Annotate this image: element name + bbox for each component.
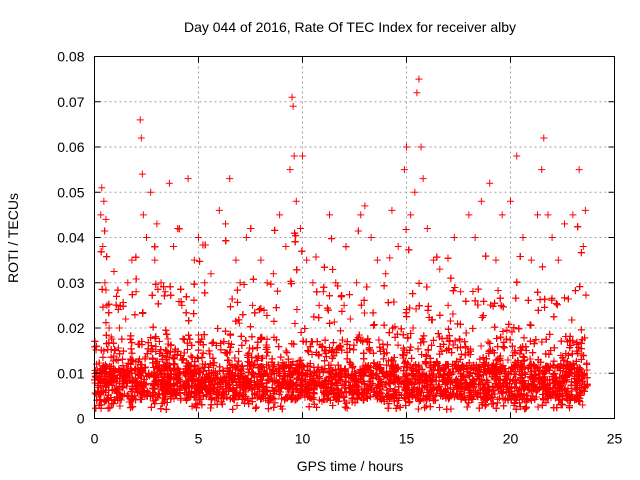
- chart-title: Day 044 of 2016, Rate Of TEC Index for r…: [184, 19, 516, 35]
- noise-point: [477, 342, 485, 350]
- data-points: [91, 75, 591, 413]
- noise-point: [330, 318, 338, 326]
- noise-point: [235, 319, 243, 327]
- noise-point: [386, 254, 394, 262]
